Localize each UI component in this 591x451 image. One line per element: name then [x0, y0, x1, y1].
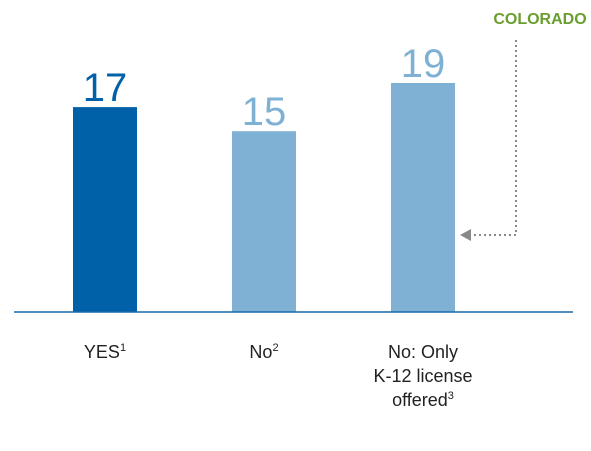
category-label-1: YES1: [84, 342, 126, 362]
bar-3: [391, 83, 455, 312]
annotation-colorado: COLORADO: [493, 11, 586, 28]
annotation-connector: [470, 40, 517, 236]
value-label-1: 17: [83, 66, 128, 110]
category-label-2: No2: [249, 342, 278, 362]
annotation-arrowhead: [460, 229, 471, 241]
bar-1: [73, 107, 137, 313]
value-label-2: 15: [242, 90, 287, 134]
bar-2: [232, 131, 296, 312]
value-label-3: 19: [401, 42, 446, 86]
category-label-3: No: Only K-12 license offered3: [373, 342, 472, 410]
